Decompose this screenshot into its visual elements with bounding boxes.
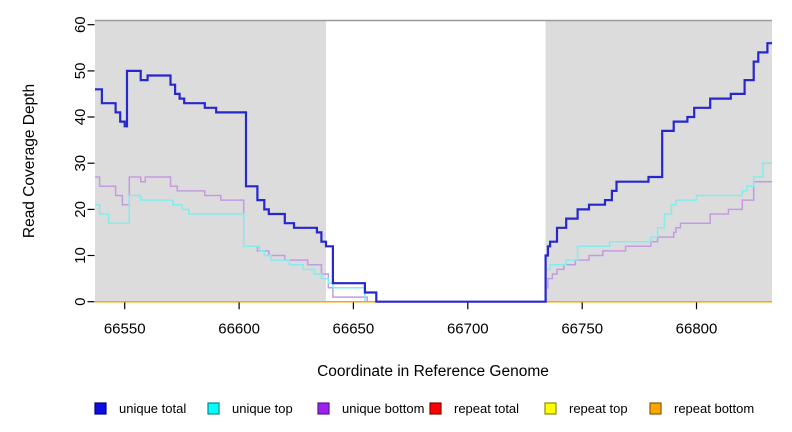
legend-label-repeat-top: repeat top [569,401,628,416]
x-axis-tick-label: 66600 [218,321,260,338]
shaded-regions [95,19,772,303]
legend-swatch-repeat-top [544,402,557,415]
legend-label-repeat-bottom: repeat bottom [674,401,754,416]
right-shaded-region [545,21,772,303]
x-axis-tick-label: 66550 [104,321,146,338]
x-axis-tick-label: 66800 [676,321,718,338]
legend-label-unique-total: unique total [119,401,186,416]
legend-label-unique-bottom: unique bottom [342,401,424,416]
legend: unique total unique top unique bottom repea… [94,401,754,416]
legend-swatch-repeat-bottom [649,402,662,415]
y-axis-tick-label: 30 [72,155,89,172]
series-lines [95,42,772,303]
axes: 66550 66600 66650 66700 66750 66800 0 10 20 30 40 5… [72,16,717,337]
series-line-unique-bottom [95,176,772,303]
legend-swatch-unique-bottom [317,402,330,415]
legend-swatch-unique-top [207,402,220,415]
legend-swatch-repeat-total [429,402,442,415]
left-shaded-region [95,21,326,303]
y-axis-tick-label: 40 [72,109,89,126]
y-axis-tick-label: 0 [72,298,89,306]
series-line-unique-top [95,162,772,303]
y-axis-tick-label: 10 [72,247,89,264]
x-axis-tick-label: 66750 [561,321,603,338]
y-axis-tick-label: 50 [72,63,89,80]
x-axis-tick-label: 66700 [447,321,489,338]
legend-label-unique-top: unique top [232,401,293,416]
legend-swatch-unique-total [94,402,107,415]
legend-label-repeat-total: repeat total [454,401,519,416]
series-line-unique-total [95,42,772,303]
x-axis-tick-label: 66650 [333,321,375,338]
y-axis-title: Read Coverage Depth [21,84,38,238]
y-axis-tick-label: 60 [72,16,89,33]
y-axis-tick-label: 20 [72,201,89,218]
x-axis-title: Coordinate in Reference Genome [317,363,549,380]
